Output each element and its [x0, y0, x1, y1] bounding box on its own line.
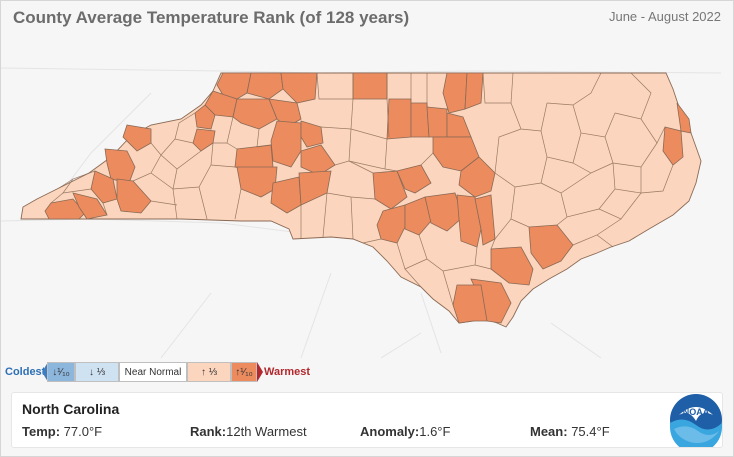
- rank-stat: Rank:12th Warmest: [190, 424, 307, 439]
- noaa-logo-text: NOAA: [683, 407, 710, 417]
- legend: Coldest ↓¹⁄₁₀ ↓ ⅓ Near Normal ↑ ⅓ ↑¹⁄₁₀ …: [5, 362, 325, 382]
- warmest-counties: [44, 72, 692, 324]
- legend-lower-third: ↓ ⅓: [75, 362, 119, 382]
- legend-near-normal: Near Normal: [119, 362, 187, 382]
- temp-label: Temp:: [22, 424, 61, 439]
- temp-stat: Temp: 77.0°F: [22, 424, 102, 439]
- state-name: North Carolina: [22, 401, 120, 417]
- map-header: County Average Temperature Rank (of 128 …: [1, 1, 733, 33]
- county-borders: [50, 72, 674, 306]
- time-period: June - August 2022: [608, 9, 721, 24]
- mean-stat: Mean: 75.4°F: [530, 424, 610, 439]
- info-panel: North Carolina Temp: 77.0°F Rank:12th Wa…: [11, 392, 723, 448]
- legend-coldest-label: Coldest: [5, 366, 46, 378]
- rank-label: Rank:: [190, 424, 227, 439]
- legend-right-arrow-icon: [257, 362, 263, 382]
- anomaly-value: 1.6°F: [419, 424, 451, 439]
- legend-warmest-tenth: ↑¹⁄₁₀: [231, 362, 257, 382]
- anomaly-stat: Anomaly:1.6°F: [360, 424, 450, 439]
- anomaly-label: Anomaly:: [360, 424, 420, 439]
- rank-value: 12th Warmest: [226, 424, 307, 439]
- county-map: [1, 33, 733, 358]
- legend-coldest-tenth: ↓¹⁄₁₀: [47, 362, 75, 382]
- legend-upper-third: ↑ ⅓: [187, 362, 231, 382]
- mean-value: 75.4°F: [571, 424, 610, 439]
- noaa-logo-icon[interactable]: NOAA: [669, 393, 723, 447]
- map-svg: [1, 67, 722, 358]
- map-title: County Average Temperature Rank (of 128 …: [13, 8, 410, 27]
- temp-value: 77.0°F: [63, 424, 103, 439]
- north-carolina-shape: [20, 72, 702, 328]
- legend-warmest-label: Warmest: [264, 366, 311, 378]
- mean-label: Mean:: [530, 424, 568, 439]
- legend-left-arrow-icon: [42, 362, 48, 382]
